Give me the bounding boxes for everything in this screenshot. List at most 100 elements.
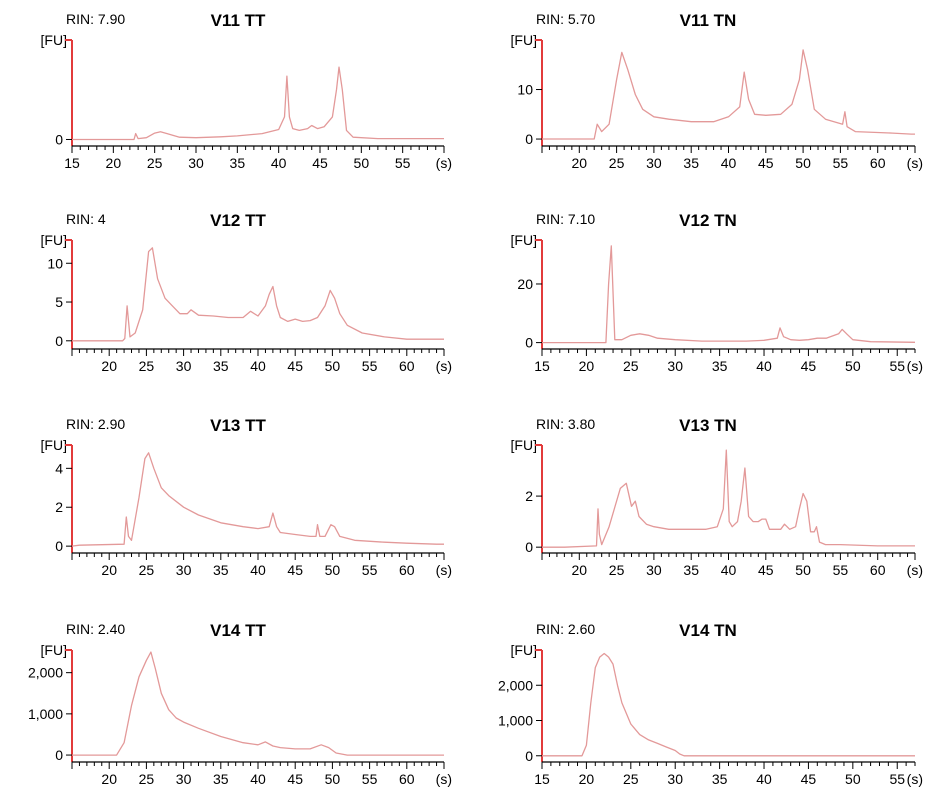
x-tick-label: 45 [287,358,303,374]
x-tick-label: 20 [579,771,595,787]
x-tick-label: 25 [139,771,155,787]
chart-panel: RIN: 4 V12 TT [FU] 0 5 10 20 25 30 35 40 45 50 55 60 (s… [41,211,452,374]
x-tick-label: 55 [889,771,905,787]
x-tick-label: 50 [845,771,861,787]
x-tick-label: 25 [623,358,639,374]
x-tick-label: 55 [833,562,849,578]
chart-title: V14 TN [679,621,737,640]
electropherogram-trace [72,66,444,141]
x-tick-label: 40 [250,771,266,787]
x-tick-label: 20 [101,358,117,374]
x-axis-unit: (s) [907,155,923,171]
x-tick-label: 25 [623,771,639,787]
x-tick-label: 40 [721,562,737,578]
y-tick-label: 0 [55,747,63,763]
x-tick-label: 20 [572,562,588,578]
x-axis-unit: (s) [907,771,923,787]
y-tick-label: 2,000 [498,677,533,693]
chart-title: V12 TN [679,211,737,230]
x-tick-label: 20 [101,771,117,787]
x-tick-label: 20 [106,155,122,171]
x-tick-label: 45 [287,771,303,787]
y-axis-label: [FU] [511,437,537,453]
y-axis-label: [FU] [41,437,67,453]
y-axis-label: [FU] [511,32,537,48]
y-tick-label: 0 [55,538,63,554]
y-tick-label: 10 [47,255,63,271]
x-tick-label: 60 [399,562,415,578]
x-tick-label: 15 [64,155,80,171]
x-tick-label: 30 [667,358,683,374]
y-axis-label: [FU] [511,232,537,248]
y-tick-label: 10 [517,82,533,98]
x-tick-label: 35 [683,155,699,171]
x-tick-label: 45 [758,562,774,578]
x-tick-label: 50 [354,155,370,171]
x-tick-label: 55 [395,155,411,171]
electropherogram-trace [72,247,444,342]
electropherogram-trace [542,449,915,548]
chart-panel: RIN: 3.80 V13 TN [FU] 0 2 20 25 30 35 40 45 50 55 60 (… [511,416,923,578]
x-tick-label: 60 [399,358,415,374]
x-tick-label: 15 [534,771,550,787]
x-tick-label: 40 [721,155,737,171]
x-tick-label: 45 [287,562,303,578]
x-tick-label: 30 [188,155,204,171]
chart-title: V13 TT [210,416,266,435]
chart-panel: RIN: 2.90 V13 TT [FU] 0 2 4 20 25 30 35 40 45 50 55 60… [41,416,452,578]
rin-label: RIN: 3.80 [536,416,595,432]
x-axis-unit: (s) [907,358,923,374]
x-tick-label: 35 [230,155,246,171]
x-tick-label: 55 [362,771,378,787]
chart-title: V14 TT [210,621,266,640]
x-tick-label: 25 [609,155,625,171]
x-axis-unit: (s) [436,771,452,787]
x-tick-label: 60 [870,562,886,578]
x-tick-label: 25 [139,358,155,374]
chart-title: V12 TT [210,211,266,230]
y-tick-label: 0 [525,539,533,555]
rin-label: RIN: 2.40 [66,621,125,637]
rin-label: RIN: 5.70 [536,11,595,27]
chart-panel: RIN: 2.40 V14 TT [FU] 0 1,000 2,000 20 25 30 35 40… [28,621,452,787]
chart-title: V11 TT [211,11,266,30]
x-tick-label: 30 [176,771,192,787]
x-tick-label: 40 [756,771,772,787]
y-tick-label: 4 [55,460,63,476]
y-axis-label: [FU] [511,642,537,658]
x-tick-label: 25 [139,562,155,578]
chart-panel: RIN: 2.60 V14 TN [FU] 0 1,000 2,000 15 20 25 30 35… [498,621,923,787]
electropherogram-trace [542,49,915,140]
x-tick-label: 25 [609,562,625,578]
electropherogram-trace [542,245,916,344]
y-tick-label: 5 [55,294,63,310]
x-tick-label: 60 [870,155,886,171]
x-tick-label: 40 [250,562,266,578]
x-tick-label: 45 [312,155,328,171]
x-tick-label: 45 [758,155,774,171]
x-tick-label: 25 [147,155,163,171]
x-tick-label: 60 [399,771,415,787]
x-tick-label: 40 [250,358,266,374]
y-tick-label: 0 [525,335,533,351]
x-tick-label: 55 [889,358,905,374]
chart-panel: RIN: 7.90 V11 TT [FU] 015 20 25 30 35 40 45 50 55 (s… [41,11,452,171]
x-tick-label: 20 [572,155,588,171]
rin-label: RIN: 4 [66,211,106,227]
y-tick-label: 1,000 [28,706,63,722]
y-tick-label: 0 [525,748,533,764]
x-tick-label: 55 [833,155,849,171]
electropherogram-trace [72,651,444,756]
chart-title: V13 TN [679,416,737,435]
x-tick-label: 35 [683,562,699,578]
x-tick-label: 30 [667,771,683,787]
y-axis-label: [FU] [41,232,67,248]
x-tick-label: 15 [534,358,550,374]
y-axis-label: [FU] [41,32,67,48]
x-axis-unit: (s) [436,155,452,171]
electropherogram-trace [71,452,444,547]
x-axis-unit: (s) [907,562,923,578]
x-axis-unit: (s) [436,562,452,578]
y-tick-label: 20 [517,276,533,292]
